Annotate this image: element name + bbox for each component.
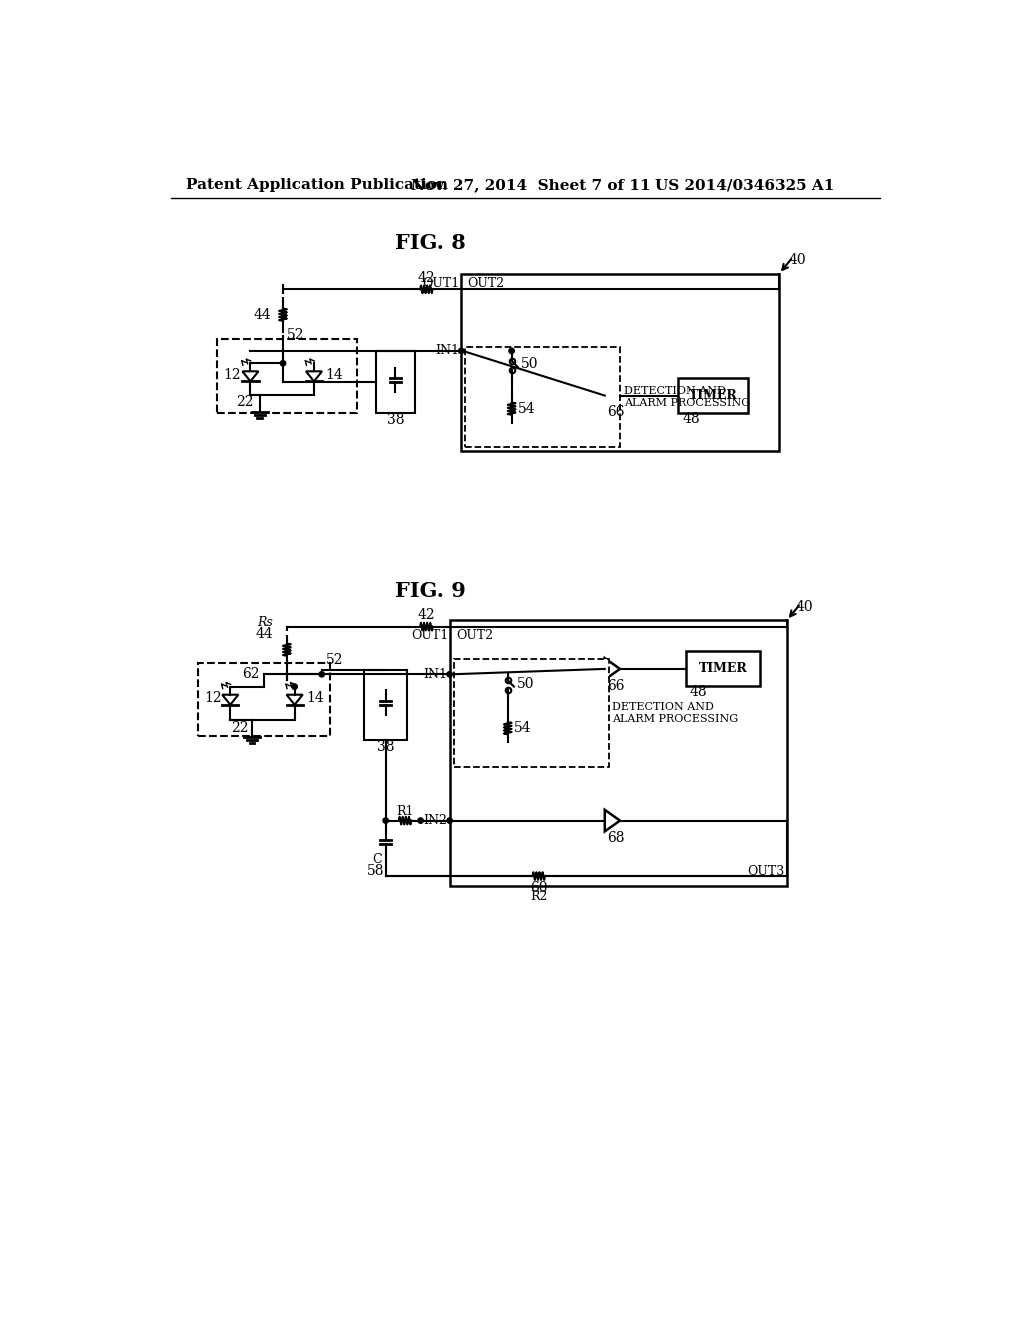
Text: 44: 44 <box>255 627 273 642</box>
Text: 66: 66 <box>607 678 625 693</box>
Bar <box>686 651 760 686</box>
Text: 42: 42 <box>418 609 435 622</box>
Circle shape <box>459 348 464 354</box>
Circle shape <box>446 672 453 677</box>
Text: 60: 60 <box>530 880 548 895</box>
Text: IN1: IN1 <box>435 345 459 358</box>
Bar <box>376 351 415 412</box>
Text: 40: 40 <box>796 599 814 614</box>
Text: R1: R1 <box>396 805 414 818</box>
Text: US 2014/0346325 A1: US 2014/0346325 A1 <box>655 178 835 193</box>
Text: 14: 14 <box>306 692 324 705</box>
Text: OUT1: OUT1 <box>423 277 460 289</box>
Text: DETECTION AND: DETECTION AND <box>612 702 715 711</box>
Bar <box>454 659 608 767</box>
Bar <box>198 663 330 737</box>
Text: TIMER: TIMER <box>689 388 737 401</box>
Text: 22: 22 <box>230 721 248 735</box>
Text: 22: 22 <box>237 395 254 409</box>
Text: Rs: Rs <box>257 616 273 630</box>
Text: 12: 12 <box>223 368 241 381</box>
Text: R2: R2 <box>530 890 548 903</box>
Text: 58: 58 <box>367 865 384 878</box>
Circle shape <box>281 360 286 366</box>
Text: 42: 42 <box>418 271 435 285</box>
Circle shape <box>505 672 510 677</box>
Text: FIG. 8: FIG. 8 <box>395 234 466 253</box>
Text: IN2: IN2 <box>424 814 447 828</box>
Circle shape <box>509 348 514 354</box>
Text: 38: 38 <box>387 413 404 428</box>
Text: 48: 48 <box>682 412 699 425</box>
Circle shape <box>446 818 453 824</box>
Text: ALARM PROCESSING: ALARM PROCESSING <box>624 399 751 408</box>
Circle shape <box>383 818 388 824</box>
Text: 14: 14 <box>326 368 343 381</box>
Text: 50: 50 <box>517 677 535 690</box>
Text: TIMER: TIMER <box>698 663 748 675</box>
Text: OUT2: OUT2 <box>467 277 505 289</box>
Text: 44: 44 <box>254 308 271 322</box>
Text: 38: 38 <box>377 741 394 755</box>
Text: IN1: IN1 <box>423 668 447 681</box>
Text: OUT1: OUT1 <box>411 630 449 643</box>
Text: OUT3: OUT3 <box>748 865 784 878</box>
Text: Patent Application Publication: Patent Application Publication <box>186 178 449 193</box>
Circle shape <box>261 672 266 677</box>
Circle shape <box>418 818 423 824</box>
Text: 54: 54 <box>518 401 536 416</box>
Bar <box>678 378 748 412</box>
Text: FIG. 9: FIG. 9 <box>395 581 466 601</box>
Bar <box>461 275 779 451</box>
Circle shape <box>319 672 325 677</box>
Text: Nov. 27, 2014  Sheet 7 of 11: Nov. 27, 2014 Sheet 7 of 11 <box>411 178 650 193</box>
Text: 12: 12 <box>204 692 221 705</box>
Bar <box>217 339 356 412</box>
Text: 62: 62 <box>243 668 260 681</box>
Text: 54: 54 <box>514 721 531 735</box>
Text: 50: 50 <box>521 356 539 371</box>
Circle shape <box>292 684 297 689</box>
Text: 68: 68 <box>607 830 625 845</box>
Text: 40: 40 <box>788 253 806 267</box>
Circle shape <box>319 672 325 677</box>
Text: 66: 66 <box>607 405 625 420</box>
Bar <box>465 347 621 447</box>
Circle shape <box>281 348 286 354</box>
Text: OUT2: OUT2 <box>456 630 493 643</box>
Text: 48: 48 <box>690 685 708 700</box>
Bar <box>450 620 786 886</box>
Bar <box>365 671 407 739</box>
Text: 52: 52 <box>326 652 343 667</box>
Text: C: C <box>372 853 382 866</box>
Text: DETECTION AND: DETECTION AND <box>624 385 726 396</box>
Text: 52: 52 <box>287 327 304 342</box>
Text: ALARM PROCESSING: ALARM PROCESSING <box>612 714 738 723</box>
